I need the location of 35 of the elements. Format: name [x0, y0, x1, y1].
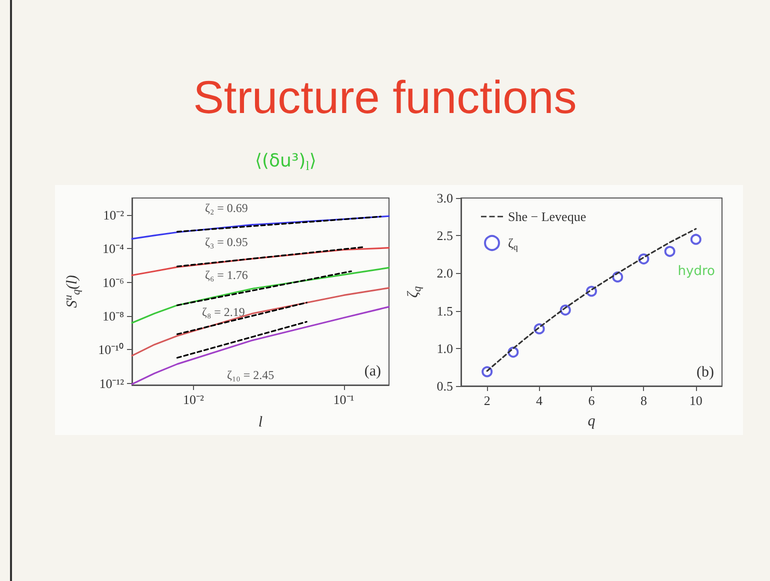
y-tick-label: 2.0 — [436, 266, 453, 281]
annotation: ζ₃ = 0.95 — [205, 235, 248, 249]
y-tick-label: 10⁻⁸ — [102, 308, 124, 324]
y-tick-label: 10⁻¹⁰ — [98, 342, 124, 358]
point — [690, 234, 702, 245]
x-tick-label: 2 — [484, 393, 490, 408]
x-tick-label: 10⁻¹ — [333, 392, 354, 407]
x-tick-label: 6 — [588, 393, 596, 408]
y-tick-label: 2.5 — [436, 228, 453, 244]
annotation: ζ₁₀ = 2.45 — [227, 368, 274, 382]
annotation: ζ₈ = 2.19 — [202, 305, 245, 319]
y-tick-label: 10⁻² — [103, 207, 124, 222]
annotation: (a) — [364, 364, 382, 380]
y-axis-title: ζq — [406, 286, 424, 298]
x-axis-title: q — [588, 414, 596, 430]
y-tick-label: 0.5 — [436, 378, 453, 394]
x-tick-label: 10⁻² — [183, 392, 204, 407]
x-tick-label: 8 — [640, 393, 647, 408]
annotation: (b) — [696, 364, 714, 380]
legend-label: She − Leveque — [508, 209, 586, 224]
x-axis-title: l — [258, 414, 263, 430]
y-tick-label: 3.0 — [436, 190, 453, 206]
x-tick-label: 4 — [536, 393, 544, 408]
annotation: hydro — [678, 264, 716, 279]
y-tick-label: 1.5 — [436, 303, 453, 318]
y-axis-title: Suq(l) — [62, 275, 82, 308]
y-tick-label: 10⁻¹² — [99, 376, 124, 391]
y-tick-label: 10⁻⁴ — [102, 241, 124, 256]
annotation: ζ₂ = 0.69 — [205, 201, 248, 215]
y-tick-label: 1.0 — [436, 340, 453, 356]
x-tick-label: 10 — [689, 393, 702, 408]
chart-title: Structure functions — [192, 70, 578, 124]
y-tick-label: 10⁻⁶ — [102, 274, 124, 290]
annotation: ζ₆ = 1.76 — [205, 268, 248, 282]
point — [664, 246, 676, 257]
